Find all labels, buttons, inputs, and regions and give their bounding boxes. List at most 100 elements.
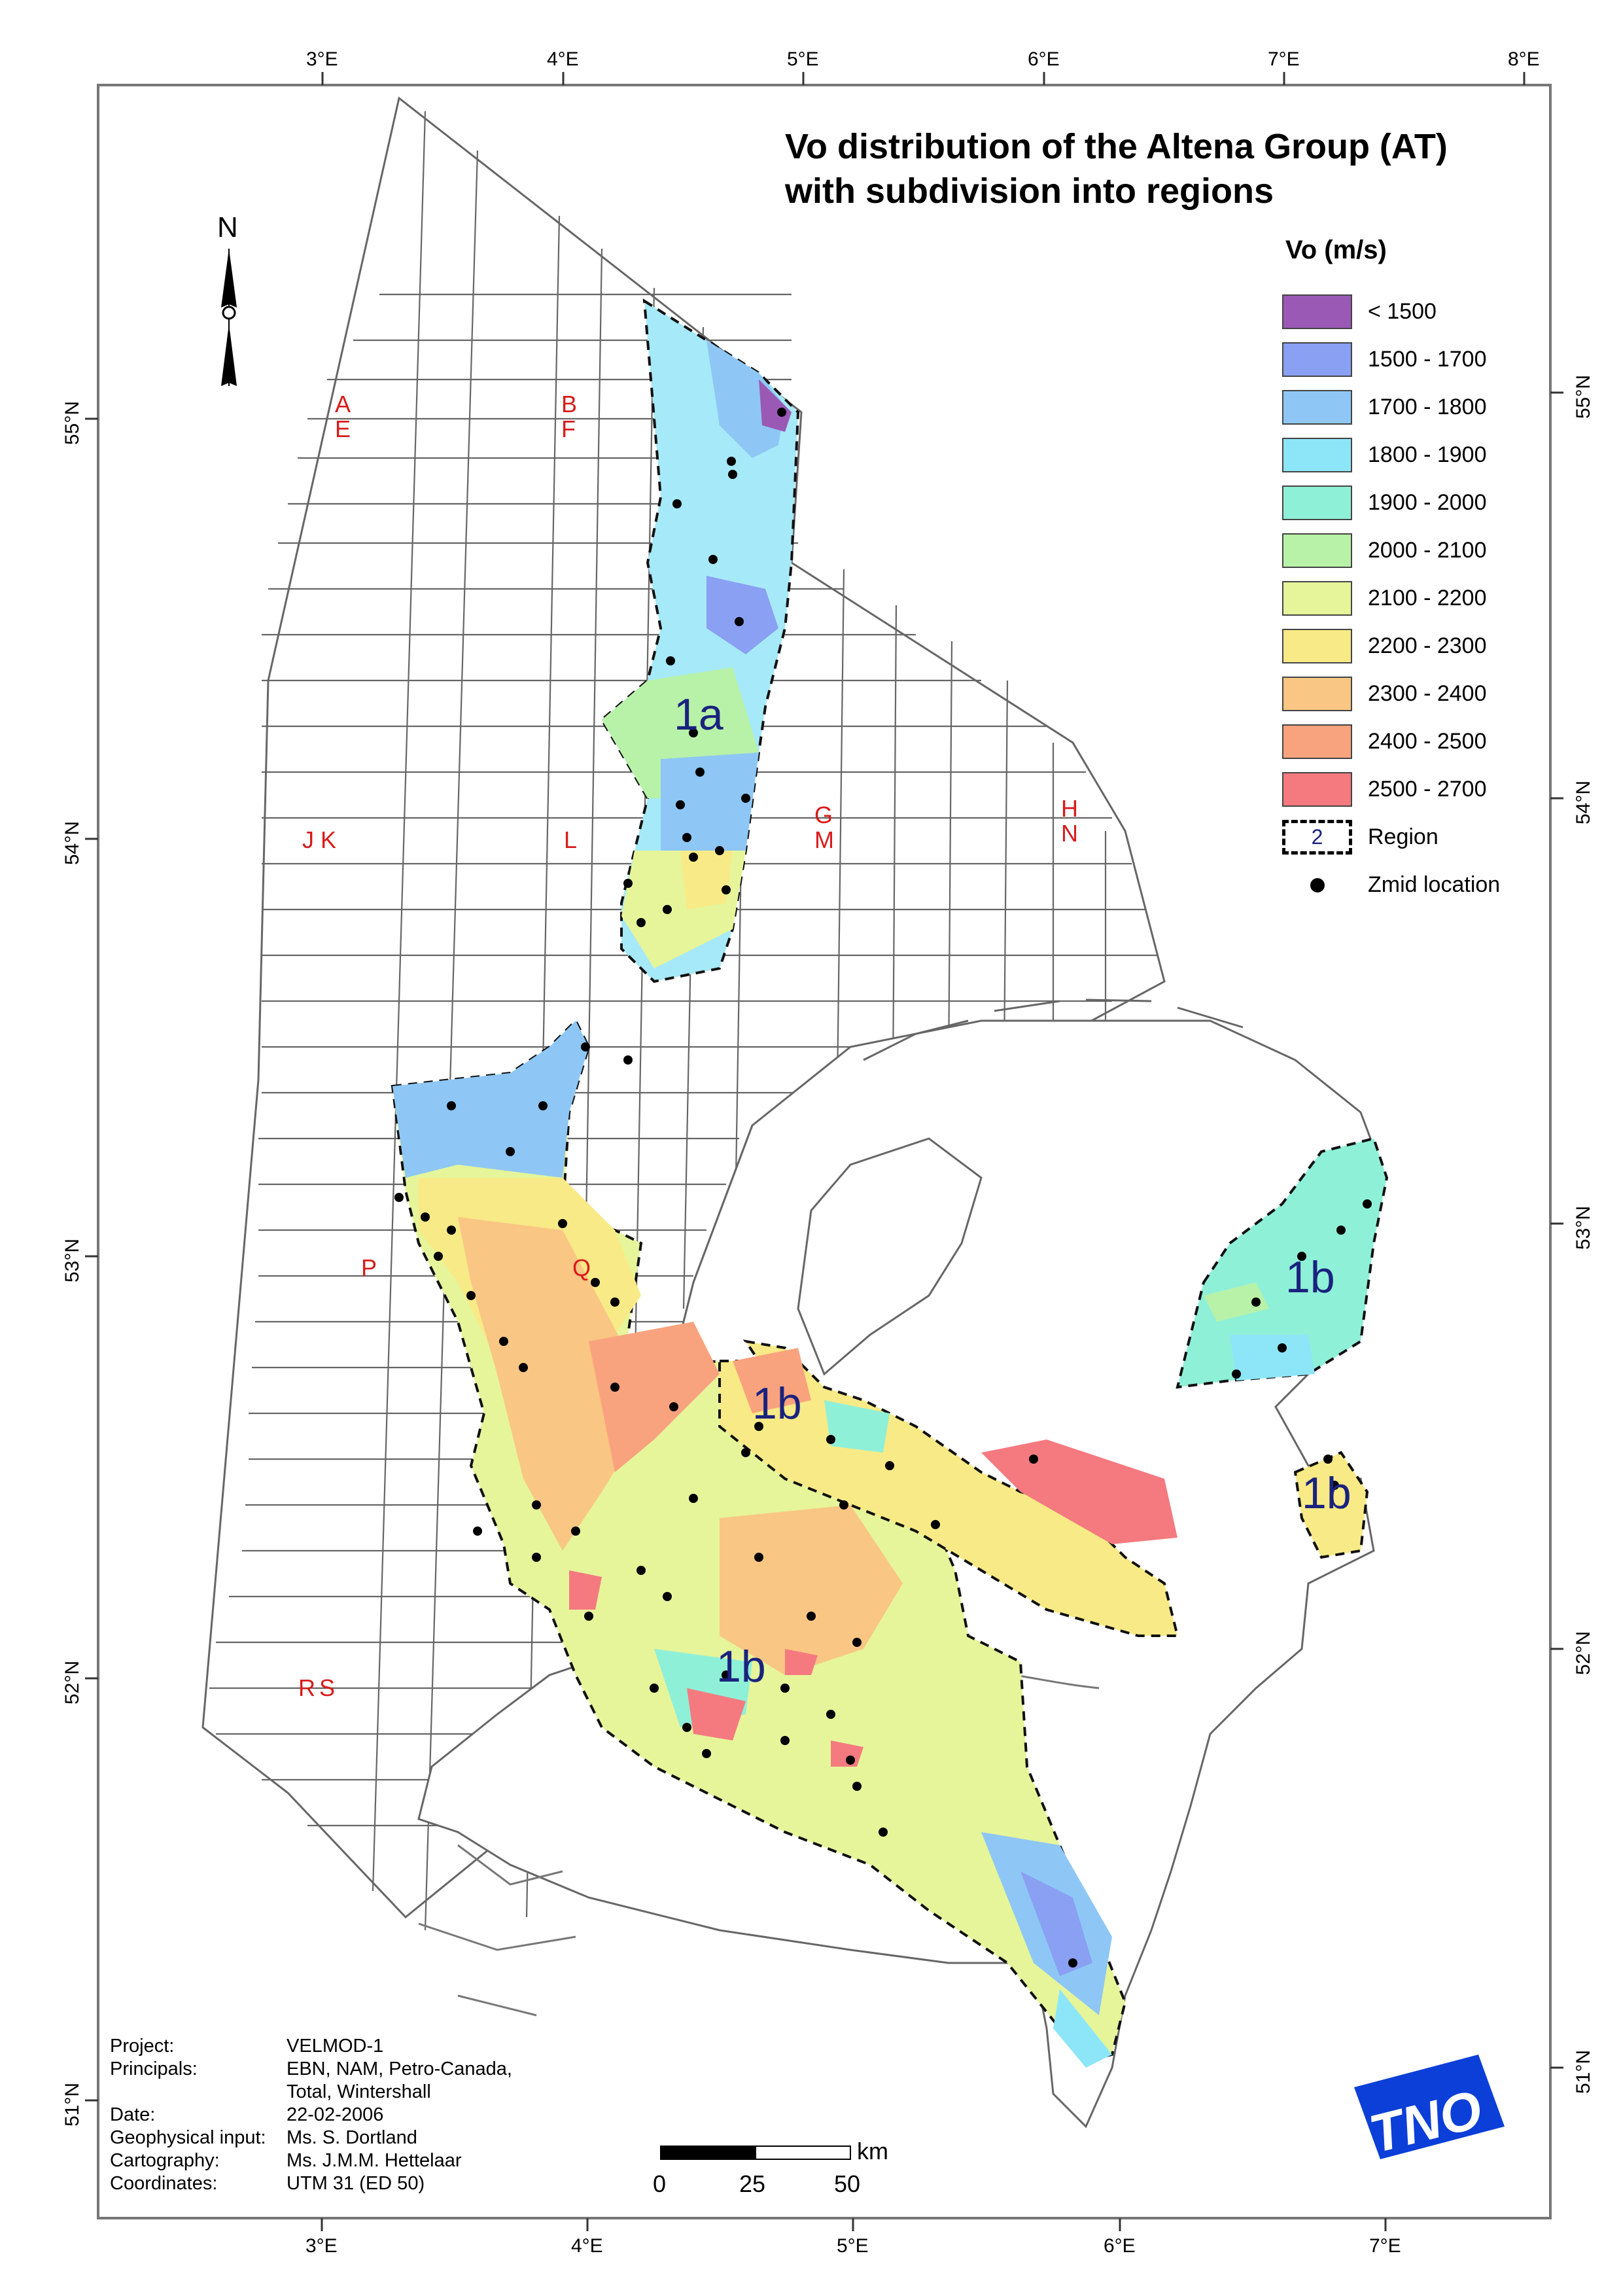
wadden-islands xyxy=(863,998,1244,1061)
legend-swatch xyxy=(1282,294,1352,329)
legend-row: 2000 - 2100 xyxy=(1282,527,1500,574)
meta-row: Date: 22-02-2006 xyxy=(110,2104,561,2127)
meta-key: Project: xyxy=(110,2036,175,2057)
block-label-m: M xyxy=(814,826,834,853)
lon-label: 7°E xyxy=(1268,48,1300,70)
map-title-line-2: with subdivision into regions xyxy=(785,171,1274,211)
lat-labels-right: 55°N 54°N 53°N 52°N 51°N xyxy=(1573,375,1594,2094)
meta-value: Ms. J.M.M. Hettelaar xyxy=(287,2150,462,2171)
block-label-f: F xyxy=(561,415,576,442)
legend-label: 2100 - 2200 xyxy=(1368,586,1487,610)
zmid-dots xyxy=(394,408,1372,1968)
legend-label: 2000 - 2100 xyxy=(1368,538,1487,563)
meta-key: Principals: xyxy=(110,2058,198,2079)
zmid-dot-symbol xyxy=(1282,868,1352,902)
north-arrow: N xyxy=(217,211,238,386)
legend-row: 1900 - 2000 xyxy=(1282,479,1500,527)
meta-row: Geophysical input: Ms. S. Dortland xyxy=(110,2127,561,2149)
legend-label: 1900 - 2000 xyxy=(1368,490,1487,515)
legend-row-region: 2 Region xyxy=(1282,813,1500,861)
lat-label: 55°N xyxy=(61,401,83,445)
meta-row: Project: VELMOD-1 xyxy=(110,2035,561,2058)
scale-tick-0: 0 xyxy=(653,2170,666,2197)
legend-swatch xyxy=(1282,581,1352,616)
legend-row: 2500 - 2700 xyxy=(1282,766,1500,813)
block-label-h: H xyxy=(1061,795,1078,822)
lat-labels-left: 55°N 54°N 53°N 52°N 51°N xyxy=(61,401,83,2127)
meta-value: Total, Wintershall xyxy=(287,2081,431,2102)
lat-label: 53°N xyxy=(1573,1206,1594,1250)
block-label-g: G xyxy=(814,802,833,828)
block-label-q: Q xyxy=(572,1254,591,1281)
lat-label: 54°N xyxy=(61,821,83,865)
lon-labels-top: 3°E 4°E 5°E 6°E 7°E 8°E xyxy=(306,48,1540,70)
legend-swatch xyxy=(1282,342,1352,377)
meta-value: 22-02-2006 xyxy=(287,2104,384,2125)
block-label-l: L xyxy=(564,826,577,853)
map-title-line-1: Vo distribution of the Altena Group (AT) xyxy=(785,127,1448,166)
zeeland-islands xyxy=(418,1844,576,2017)
lat-label: 51°N xyxy=(1573,2050,1594,2094)
meta-row: Coordinates: UTM 31 (ED 50) xyxy=(110,2172,561,2195)
legend-label: 1500 - 1700 xyxy=(1368,347,1487,372)
north-arrow-label: N xyxy=(217,211,238,243)
legend-label: 1800 - 1900 xyxy=(1368,442,1487,467)
legend-swatch xyxy=(1282,724,1352,759)
legend-title: Vo (m/s) xyxy=(1285,236,1387,264)
lat-label: 51°N xyxy=(61,2083,83,2127)
block-label-e: E xyxy=(335,415,351,442)
legend-label-region: Region xyxy=(1368,824,1438,849)
lon-label: 4°E xyxy=(547,48,579,70)
meta-value: EBN, NAM, Petro-Canada, xyxy=(287,2058,512,2079)
legend-label: 2300 - 2400 xyxy=(1368,681,1487,706)
region-1b-northeast xyxy=(1176,1137,1389,1389)
legend-label: 2500 - 2700 xyxy=(1368,777,1487,802)
legend-row: 2300 - 2400 xyxy=(1282,670,1500,718)
legend-label-zmid: Zmid location xyxy=(1368,872,1501,897)
legend-row: 1800 - 1900 xyxy=(1282,431,1500,479)
region-1b-main xyxy=(391,1018,1127,2068)
region-labels: 1a 1b 1b 1b 1b xyxy=(674,690,1351,1691)
legend-row: 2400 - 2500 xyxy=(1282,718,1500,766)
lat-label: 55°N xyxy=(1573,375,1594,419)
scale-tick-25: 25 xyxy=(739,2170,765,2197)
legend-swatch xyxy=(1282,772,1352,807)
legend-row-zmid: Zmid location xyxy=(1282,861,1500,909)
map-title: Vo distribution of the Altena Group (AT)… xyxy=(785,124,1537,213)
region-label-1b-central: 1b xyxy=(752,1379,802,1428)
region-label-1b-east: 1b xyxy=(1302,1468,1351,1518)
meta-key: Geophysical input: xyxy=(110,2127,266,2148)
meta-row: Total, Wintershall xyxy=(110,2081,561,2104)
meta-value: Ms. S. Dortland xyxy=(287,2127,417,2148)
region-1b-east xyxy=(1293,1451,1369,1559)
meta-key: Date: xyxy=(110,2104,156,2125)
block-label-j: J xyxy=(302,826,314,853)
lon-label: 7°E xyxy=(1369,2235,1401,2257)
meta-key: Coordinates: xyxy=(110,2173,218,2194)
legend-swatch xyxy=(1282,390,1352,425)
block-label-b: B xyxy=(561,391,577,417)
region-1a xyxy=(600,298,800,983)
block-label-a: A xyxy=(335,391,351,417)
region-label-1a: 1a xyxy=(674,690,723,739)
region-label-1b-northeast: 1b xyxy=(1285,1252,1335,1302)
lon-label: 5°E xyxy=(787,48,819,70)
legend-label: 2200 - 2300 xyxy=(1368,633,1487,658)
block-label-r: R xyxy=(298,1674,315,1701)
lon-label: 6°E xyxy=(1028,48,1060,70)
block-label-s: S xyxy=(319,1674,335,1701)
lat-label: 52°N xyxy=(1573,1631,1594,1675)
block-labels: A E B F G M H N J K L P Q R S xyxy=(298,391,1078,1701)
legend: < 1500 1500 - 1700 1700 - 1800 1800 - 19… xyxy=(1282,288,1500,909)
legend-row: 1500 - 1700 xyxy=(1282,336,1500,383)
region-label-1b-main: 1b xyxy=(716,1642,766,1691)
legend-row: 2100 - 2200 xyxy=(1282,574,1500,622)
scale-bar: km 0 25 50 xyxy=(653,2138,888,2197)
block-label-n: N xyxy=(1061,820,1078,847)
region-symbol: 2 xyxy=(1282,820,1352,855)
legend-swatch xyxy=(1282,533,1352,568)
block-label-p: P xyxy=(361,1254,377,1281)
legend-label: < 1500 xyxy=(1368,299,1437,324)
meta-row: Principals: EBN, NAM, Petro-Canada, xyxy=(110,2058,561,2081)
meta-key xyxy=(110,2081,287,2104)
